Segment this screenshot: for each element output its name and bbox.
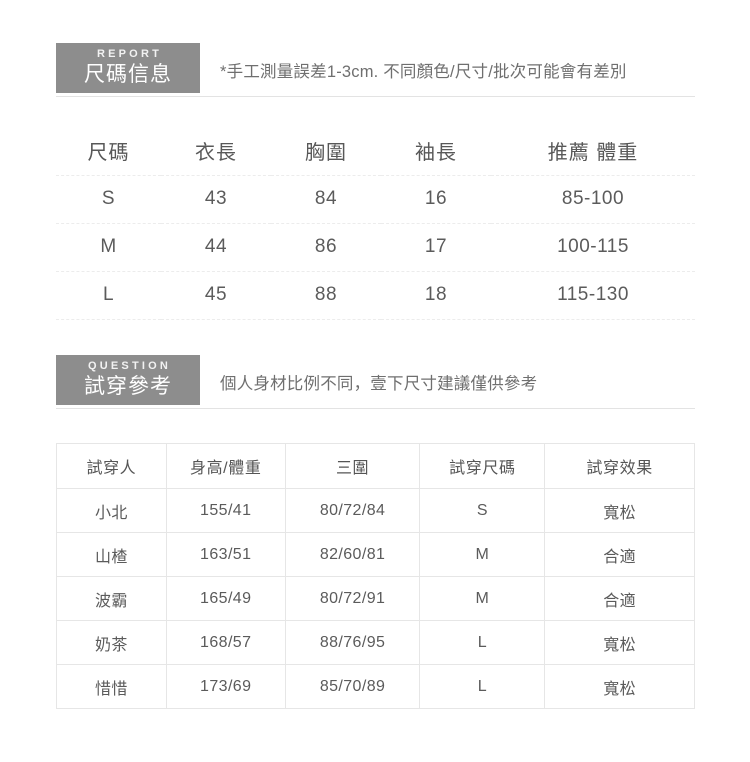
fitting-header-size: 試穿尺碼 (419, 443, 546, 489)
size-cell: L (419, 664, 546, 709)
height-weight-cell: 168/57 (165, 620, 286, 665)
size-info-badge: REPORT 尺碼信息 (56, 43, 200, 93)
model-cell: 奶茶 (56, 620, 167, 665)
effect-cell: 合適 (544, 532, 695, 577)
sleeve-cell: 16 (381, 175, 491, 224)
size-chart-header-sleeve: 袖長 (381, 126, 491, 176)
size-cell: S (56, 175, 161, 224)
measurements-cell: 82/60/81 (284, 532, 421, 577)
model-cell: 惜惜 (56, 664, 167, 709)
effect-cell: 寬松 (544, 620, 695, 665)
size-chart-header-row: 尺碼 衣長 胸圍 袖長 推薦 體重 (56, 126, 695, 176)
fitting-reference-table: 試穿人 身高/體重 三圍 試穿尺碼 試穿效果 小北 155/41 80/72/8… (56, 443, 695, 709)
measurements-cell: 88/76/95 (284, 620, 421, 665)
table-row: 奶茶 168/57 88/76/95 L 寬松 (56, 620, 695, 665)
bust-cell: 84 (271, 175, 381, 224)
size-info-divider (56, 96, 695, 97)
size-chart-table: 尺碼 衣長 胸圍 袖長 推薦 體重 S 43 84 16 85-100 M 44… (56, 126, 695, 320)
fitting-reference-divider (56, 408, 695, 409)
measurements-cell: 80/72/84 (284, 488, 421, 533)
height-weight-cell: 173/69 (165, 664, 286, 709)
weight-cell: 100-115 (491, 223, 695, 272)
size-chart-header-length: 衣長 (161, 126, 271, 176)
size-info-badge-eyebrow: REPORT (96, 48, 163, 60)
fitting-header-model: 試穿人 (56, 443, 167, 489)
fitting-header-row: 試穿人 身高/體重 三圍 試穿尺碼 試穿效果 (56, 443, 695, 489)
model-cell: 山楂 (56, 532, 167, 577)
measurements-cell: 80/72/91 (284, 576, 421, 621)
table-row: 小北 155/41 80/72/84 S 寬松 (56, 488, 695, 533)
height-weight-cell: 155/41 (165, 488, 286, 533)
size-chart-header-weight: 推薦 體重 (491, 126, 695, 176)
table-row: M 44 86 17 100-115 (56, 223, 695, 272)
size-cell: M (56, 223, 161, 272)
table-row: 惜惜 173/69 85/70/89 L 寬松 (56, 664, 695, 709)
bust-cell: 86 (271, 223, 381, 272)
table-row: S 43 84 16 85-100 (56, 175, 695, 224)
fitting-reference-badge-eyebrow: QUESTION (87, 360, 172, 372)
length-cell: 44 (161, 223, 271, 272)
effect-cell: 合適 (544, 576, 695, 621)
fitting-reference-badge: QUESTION 試穿參考 (56, 355, 200, 405)
size-chart-header-size: 尺碼 (56, 126, 161, 176)
height-weight-cell: 165/49 (165, 576, 286, 621)
size-info-note: *手工測量誤差1-3cm. 不同顏色/尺寸/批次可能會有差別 (220, 63, 627, 81)
fitting-reference-note: 個人身材比例不同，壹下尺寸建議僅供參考 (220, 375, 538, 393)
measurements-cell: 85/70/89 (284, 664, 421, 709)
size-cell: M (419, 576, 546, 621)
table-row: 波霸 165/49 80/72/91 M 合適 (56, 576, 695, 621)
fitting-header-height-weight: 身高/體重 (165, 443, 286, 489)
fitting-reference-badge-title: 試穿參考 (84, 375, 172, 398)
sleeve-cell: 17 (381, 223, 491, 272)
size-chart-header-bust: 胸圍 (271, 126, 381, 176)
size-info-badge-title: 尺碼信息 (84, 63, 172, 86)
effect-cell: 寬松 (544, 664, 695, 709)
size-cell: L (56, 271, 161, 320)
size-cell: M (419, 532, 546, 577)
fitting-header-measurements: 三圍 (284, 443, 421, 489)
bust-cell: 88 (271, 271, 381, 320)
weight-cell: 115-130 (491, 271, 695, 320)
fitting-header-effect: 試穿效果 (544, 443, 695, 489)
table-row: 山楂 163/51 82/60/81 M 合適 (56, 532, 695, 577)
weight-cell: 85-100 (491, 175, 695, 224)
length-cell: 43 (161, 175, 271, 224)
length-cell: 45 (161, 271, 271, 320)
sleeve-cell: 18 (381, 271, 491, 320)
size-cell: L (419, 620, 546, 665)
model-cell: 波霸 (56, 576, 167, 621)
height-weight-cell: 163/51 (165, 532, 286, 577)
table-row: L 45 88 18 115-130 (56, 271, 695, 320)
model-cell: 小北 (56, 488, 167, 533)
size-cell: S (419, 488, 546, 533)
effect-cell: 寬松 (544, 488, 695, 533)
